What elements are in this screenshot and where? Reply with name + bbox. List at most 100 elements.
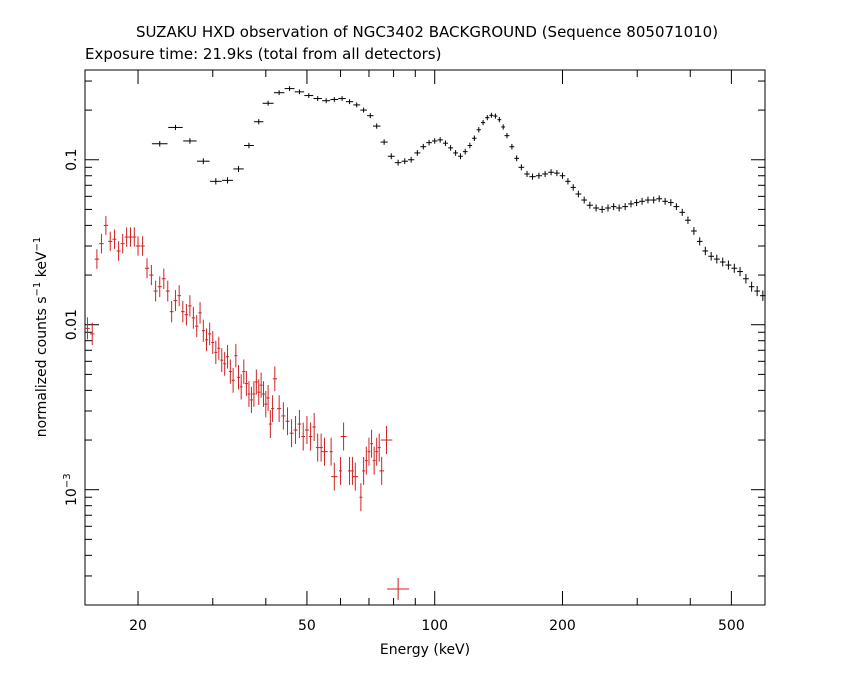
y-tick-label: 0.01 (64, 309, 80, 340)
data-point (379, 456, 385, 485)
data-point (754, 285, 760, 297)
data-point (239, 374, 243, 400)
data-point (169, 300, 174, 323)
data-point (197, 158, 210, 165)
data-point (144, 258, 150, 279)
data-point (414, 150, 421, 156)
data-point (497, 117, 502, 123)
data-point (380, 426, 393, 455)
data-point (370, 429, 374, 458)
data-point (339, 456, 343, 485)
data-point (367, 437, 371, 466)
axis-ticks (85, 70, 766, 606)
data-point (209, 178, 222, 185)
data-point (360, 107, 367, 113)
data-point (504, 132, 510, 139)
data-point (217, 336, 221, 360)
data-point (380, 139, 388, 145)
data-point (116, 241, 121, 261)
data-point (367, 113, 374, 119)
data-point (244, 142, 254, 149)
data-point (622, 203, 629, 211)
data-point (401, 158, 408, 165)
y-axis-label-prefix: normalized counts s (34, 296, 50, 437)
data-point (345, 99, 354, 105)
data-point (353, 102, 361, 108)
data-point (633, 199, 640, 207)
tick-labels: 20 50 100 200 500 0.1 0.01 10−3 (62, 149, 745, 634)
data-point (684, 216, 691, 224)
data-point (289, 419, 294, 448)
data-point (254, 369, 258, 395)
data-point (233, 165, 244, 172)
data-point (204, 328, 209, 352)
data-point (128, 227, 133, 247)
data-point (524, 170, 530, 178)
data-point (242, 359, 246, 384)
data-point (476, 127, 481, 133)
data-point (650, 196, 657, 204)
data-point (691, 227, 697, 235)
data-point (702, 246, 709, 256)
data-point (656, 195, 663, 203)
data-point (237, 364, 241, 390)
data-point (570, 184, 576, 191)
data-point (387, 153, 395, 160)
data-point (277, 395, 282, 423)
data-point (285, 407, 290, 436)
data-point (431, 138, 438, 144)
data-point (586, 201, 593, 209)
data-point (737, 266, 743, 277)
series-1 (85, 215, 410, 601)
data-point (372, 123, 381, 129)
data-point (628, 200, 634, 208)
data-point (244, 371, 248, 397)
data-point (208, 322, 212, 346)
data-point (313, 96, 322, 101)
data-point (713, 254, 720, 264)
data-point (372, 446, 376, 475)
plot-frame (84, 69, 766, 606)
data-point (305, 416, 309, 445)
data-point (135, 236, 141, 256)
data-point (668, 199, 674, 207)
data-point (350, 456, 354, 485)
data-point (565, 178, 571, 185)
data-point (329, 437, 333, 466)
x-tick-label: 500 (718, 618, 745, 634)
data-point (157, 276, 162, 298)
data-point (696, 237, 703, 246)
data-point (420, 143, 427, 150)
data-point (489, 112, 494, 118)
data-point (108, 231, 113, 252)
data-point (220, 348, 224, 372)
data-point (509, 143, 515, 150)
data-point (124, 227, 129, 247)
x-tick-label: 100 (421, 618, 448, 634)
data-point (294, 89, 305, 95)
x-axis-label: Energy (keV) (380, 642, 470, 658)
data-point (214, 340, 218, 364)
data-point (308, 422, 313, 451)
y-axis-label: normalized counts s−1 keV−1 (32, 237, 50, 438)
data-point (112, 229, 117, 249)
data-point (581, 196, 588, 204)
data-point (254, 119, 264, 125)
data-point (529, 173, 536, 180)
data-point (322, 98, 331, 104)
data-point (599, 205, 606, 213)
data-point (103, 215, 109, 235)
y-axis-label-mid: keV (34, 251, 50, 282)
y-tick-label: 0.1 (64, 149, 80, 171)
data-point (262, 100, 274, 106)
data-point (181, 300, 185, 323)
data-point (234, 343, 238, 368)
data-point (542, 170, 549, 178)
data-point (184, 303, 189, 326)
data-point (161, 268, 166, 289)
data-point (177, 285, 181, 307)
data-point (352, 462, 359, 491)
data-point (387, 578, 410, 601)
data-point (493, 113, 498, 119)
data-point (559, 172, 566, 179)
